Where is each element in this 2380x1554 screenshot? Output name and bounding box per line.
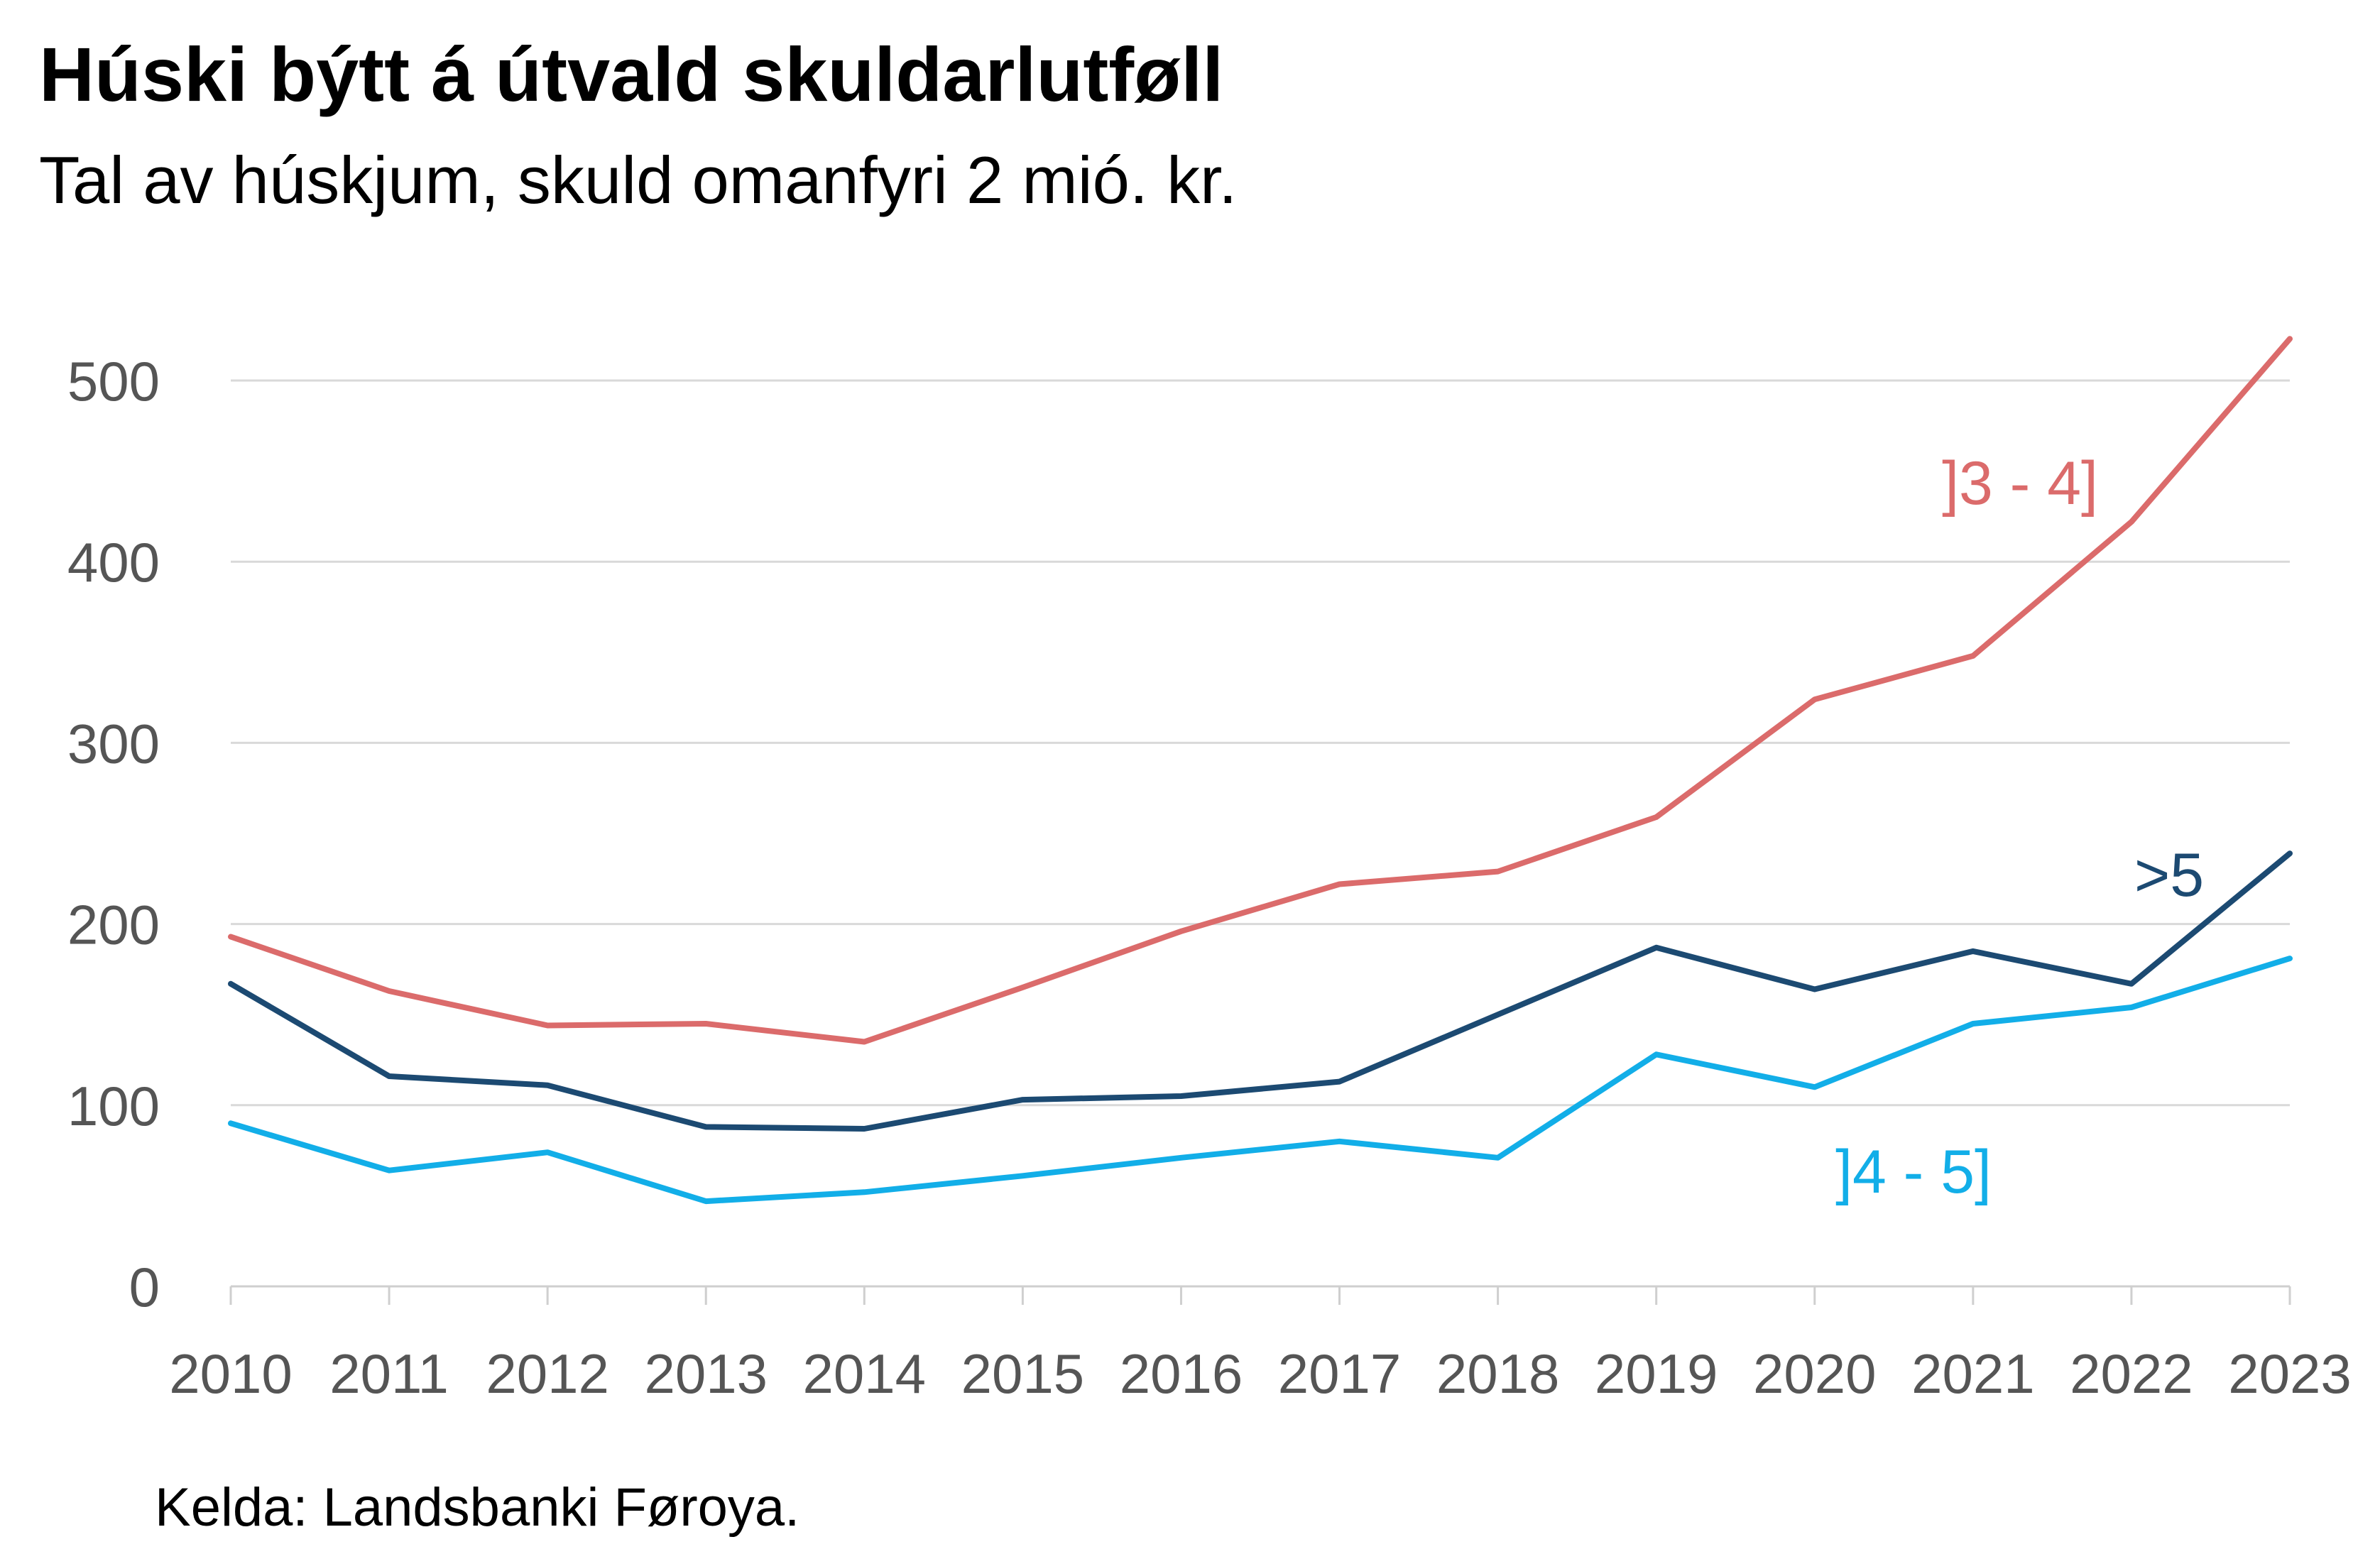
y-axis-ticks: 0 100 200 300 400 500	[67, 350, 160, 1318]
x-tick-label: 2017	[1278, 1342, 1402, 1405]
x-tick-label: 2013	[644, 1342, 768, 1405]
series-line-2	[228, 956, 2293, 1205]
x-axis-ticks: 2010 2011 2012 2013 2014 2015 2016 2017 2018 2019…	[169, 1286, 2352, 1405]
series-labels: ]3 - 4] >5 ]4 - 5]	[1835, 449, 2204, 1206]
y-tick-label: 400	[67, 531, 160, 593]
x-tick-label: 2019	[1595, 1342, 1718, 1405]
y-tick-label: 300	[67, 712, 160, 775]
x-tick-label: 2010	[169, 1342, 293, 1405]
x-tick-label: 2011	[329, 1342, 449, 1405]
x-tick-label: 2022	[2070, 1342, 2193, 1405]
x-tick-label: 2015	[961, 1342, 1085, 1405]
y-tick-label: 500	[67, 350, 160, 412]
source-note: Kelda: Landsbanki Føroya.	[155, 1477, 800, 1538]
x-tick-label: 2023	[2228, 1342, 2352, 1405]
grid-lines	[231, 379, 2290, 1107]
y-tick-label: 200	[67, 894, 160, 956]
series-line-1	[228, 850, 2293, 1132]
chart-title: Húski býtt á útvald skuldarlutføll	[39, 31, 1224, 117]
series-lines	[228, 336, 2293, 1205]
x-tick-label: 2014	[803, 1342, 927, 1405]
y-tick-label: 0	[129, 1256, 160, 1318]
series-label-0: ]3 - 4]	[1942, 449, 2098, 518]
y-tick-label: 100	[67, 1075, 160, 1137]
series-label-1: >5	[2134, 841, 2204, 909]
x-tick-label: 2020	[1753, 1342, 1877, 1405]
series-line-0	[228, 336, 2293, 1045]
x-tick-label: 2021	[1911, 1342, 2035, 1405]
x-tick-label: 2012	[486, 1342, 609, 1405]
series-label-2: ]4 - 5]	[1835, 1138, 1992, 1206]
x-tick-label: 2016	[1120, 1342, 1243, 1405]
chart-subtitle: Tal av húskjum, skuld omanfyri 2 mió. kr…	[39, 143, 1238, 217]
x-tick-label: 2018	[1436, 1342, 1560, 1405]
